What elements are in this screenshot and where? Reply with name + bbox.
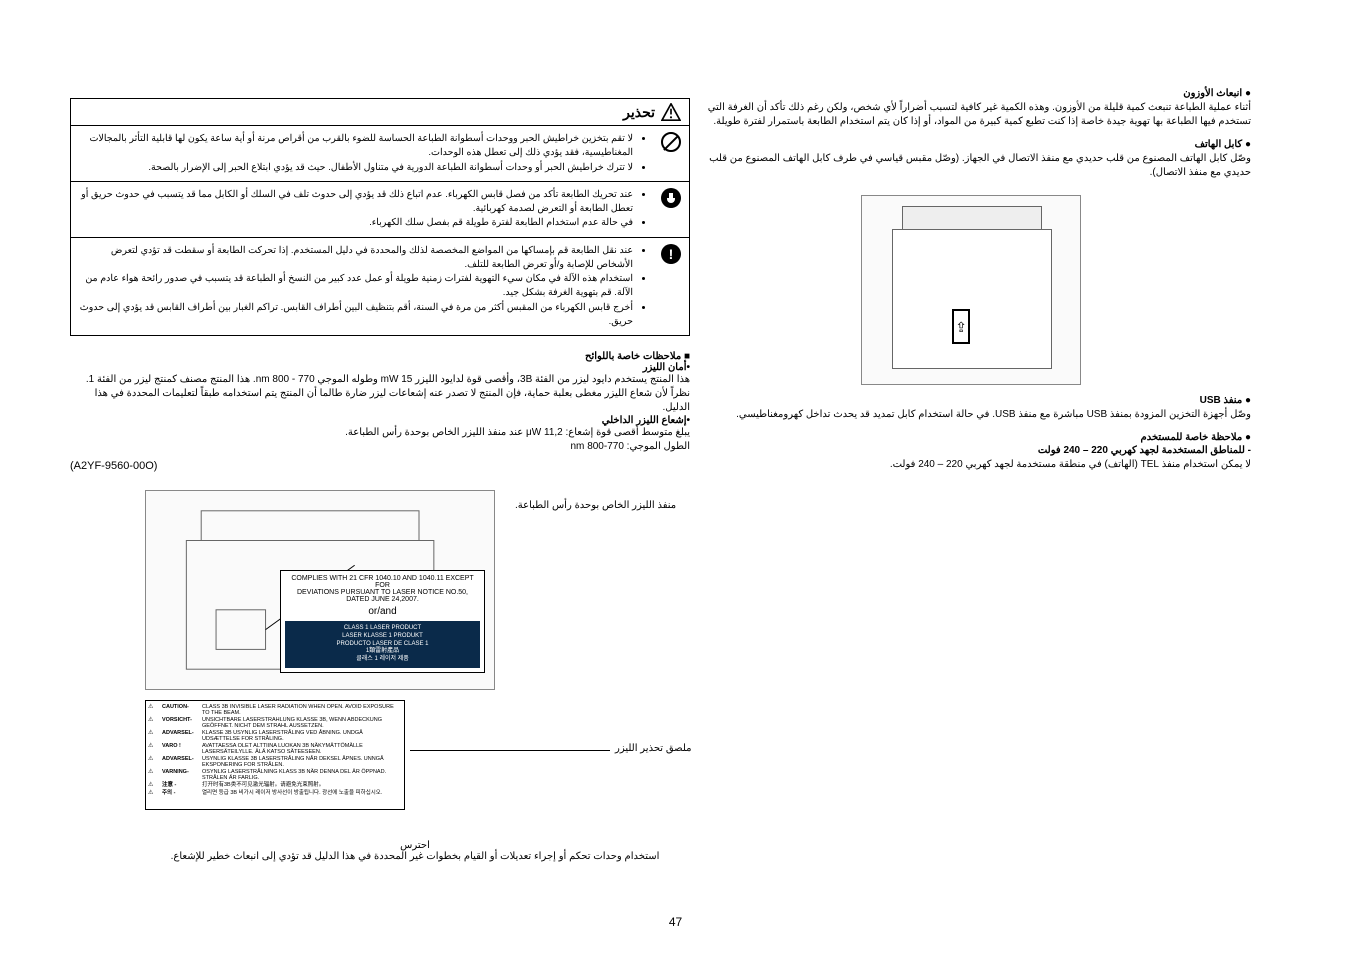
warning-box: تحذير لا تقم بتخزين خراطيش الحبر ووحدات … (70, 98, 690, 336)
warning-bullet: عند نقل الطابعة قم بإمساكها من المواضع ا… (79, 244, 633, 273)
caution-triangle-icon: ⚠ (148, 704, 162, 716)
caution-row: ⚠VARNING-OSYNLIG LASERSTRÅLNING KLASS 3B… (148, 768, 402, 781)
caution-lang: VARO ! (162, 743, 202, 755)
phone-body: وصّل كابل الهاتف المصنوع من قلب حديدي مع… (691, 152, 1251, 180)
internal-laser-heading: •إشعاع الليزر الداخلي (70, 415, 690, 426)
caution-lang: VORSICHT- (162, 717, 202, 729)
bottom-caution-heading: احترس (145, 840, 685, 851)
warning-bullet: أخرج قابس الكهرباء من المقبس أكثر من مرة… (79, 301, 633, 330)
warning-bullet: استخدام هذه الآلة في مكان سيء التهوية لف… (79, 272, 633, 301)
caution-row: ⚠CAUTION-CLASS 3B INVISIBLE LASER RADIAT… (148, 703, 402, 716)
warning-bullet: لا تقم بتخزين خراطيش الحبر ووحدات أسطوان… (79, 132, 633, 161)
caution-msg: 열리면 등급 3B 비가시 레이저 방사선이 방출됩니다. 광선에 노출을 피하… (202, 790, 402, 797)
compliance-class-line: CLASS 1 LASER PRODUCT (289, 625, 476, 633)
regulation-heading: ■ ملاحظات خاصة باللوائح (70, 351, 690, 362)
bottom-caution-body: استخدام وحدات تحكم أو إجراء تعديلات أو ا… (145, 851, 685, 862)
caution-triangle-icon: ⚠ (148, 769, 162, 781)
caution-msg: USYNLIG KLASSE 3B LASERSTRÅLING NÅR DEKS… (202, 756, 402, 768)
caution-msg: KLASSE 3B USYNLIG LASERSTRÅLING VED ÅBNI… (202, 730, 402, 742)
caution-row: ⚠注意 -打开时有3B类不可见激光辐射。请避免光束照射。 (148, 782, 402, 790)
caution-lang: VARNING- (162, 769, 202, 781)
internal-line1: يبلغ متوسط أقصى قوة إشعاع: μW 11,2 عند م… (70, 426, 690, 440)
laser-caution-label: ⚠CAUTION-CLASS 3B INVISIBLE LASER RADIAT… (145, 700, 405, 810)
caution-msg: AVATTAESSA OLET ALTTIINA LUOKAN 3B NÄKYM… (202, 743, 402, 755)
page-number: 47 (669, 915, 682, 929)
compliance-class-line: 클래스 1 레이저 제품 (289, 656, 476, 664)
caution-row: ⚠ADVARSEL-USYNLIG KLASSE 3B LASERSTRÅLIN… (148, 755, 402, 768)
caution-triangle-icon: ⚠ (148, 743, 162, 755)
user-note-heading: ● ملاحظة خاصة للمستخدم (691, 432, 1251, 443)
mandatory-icon (659, 244, 681, 264)
document-code: (A2YF-9560-00O) (70, 460, 690, 472)
caution-msg: OSYNLIG LASERSTRÅLNING KLASS 3B NÄR DENN… (202, 769, 402, 781)
caution-row: ⚠ADVARSEL-KLASSE 3B USYNLIG LASERSTRÅLIN… (148, 729, 402, 742)
compliance-line: COMPLIES WITH 21 CFR 1040.10 AND 1040.11… (285, 575, 480, 589)
warning-title: تحذير (623, 104, 655, 121)
caution-msg: UNSICHTBARE LASERSTRAHLUNG KLASSE 3B, WE… (202, 717, 402, 729)
caution-row: ⚠VARO !AVATTAESSA OLET ALTTIINA LUOKAN 3… (148, 742, 402, 755)
caution-msg: CLASS 3B INVISIBLE LASER RADIATION WHEN … (202, 704, 402, 716)
voltage-heading: - للمناطق المستخدمة لجهد كهربي 220 – 240… (691, 445, 1251, 456)
caution-triangle-icon: ⚠ (148, 717, 162, 729)
laser-safety-body: هذا المنتج يستخدم دايود ليزر من الفئة 3B… (70, 373, 690, 415)
compliance-line: DEVIATIONS PURSUANT TO LASER NOTICE NO.5… (285, 589, 480, 603)
caution-triangle-icon: ⚠ (148, 756, 162, 768)
compliance-class-line: LASER KLASSE 1 PRODUKT (289, 633, 476, 641)
caution-label-text: ملصق تحذير الليزر (615, 743, 692, 754)
laser-safety-heading: •أمان الليزر (70, 362, 690, 373)
usb-body: وصّل أجهزة التخزين المزودة بمنفذ USB مبا… (691, 408, 1251, 422)
caution-leader-line (410, 750, 610, 751)
caution-row: ⚠VORSICHT-UNSICHTBARE LASERSTRAHLUNG KLA… (148, 716, 402, 729)
printer-illustration: ⇪ (861, 195, 1081, 385)
warning-bullet: لا تترك خراطيش الحبر أو وحدات أسطوانة ال… (79, 161, 633, 175)
prohibit-icon (659, 132, 681, 152)
caution-msg: 打开时有3B类不可见激光辐射。请避免光束照射。 (202, 782, 402, 789)
unplug-icon (659, 188, 681, 208)
caution-lang: ADVARSEL- (162, 756, 202, 768)
ozone-body: أثناء عملية الطباعة تنبعث كمية قليلة من … (691, 101, 1251, 129)
caution-lang: 주의 - (162, 790, 202, 797)
internal-line2: الطول الموجي: 770-800 nm (70, 440, 690, 454)
caution-row: ⚠주의 -열리면 등급 3B 비가시 레이저 방사선이 방출됩니다. 광선에 노… (148, 789, 402, 797)
caution-triangle-icon: ⚠ (148, 790, 162, 797)
caution-lang: 注意 - (162, 782, 202, 789)
warning-triangle-icon (661, 103, 681, 121)
voltage-body: لا يمكن استخدام منفذ TEL (الهاتف) في منط… (691, 458, 1251, 472)
compliance-label-box: COMPLIES WITH 21 CFR 1040.10 AND 1040.11… (280, 570, 485, 673)
phone-heading: ● كابل الهاتف (691, 139, 1251, 150)
warning-bullet: في حالة عدم استخدام الطابعة لفترة طويلة … (79, 216, 633, 230)
caution-triangle-icon: ⚠ (148, 782, 162, 789)
caution-triangle-icon: ⚠ (148, 730, 162, 742)
usb-heading: ● منفذ USB (691, 395, 1251, 406)
caution-lang: CAUTION- (162, 704, 202, 716)
compliance-or-and: or/and (285, 606, 480, 617)
warning-bullet: عند تحريك الطابعة تأكد من فصل قابس الكهر… (79, 188, 633, 217)
caution-lang: ADVARSEL- (162, 730, 202, 742)
ozone-heading: ● انبعاث الأوزون (691, 88, 1251, 99)
